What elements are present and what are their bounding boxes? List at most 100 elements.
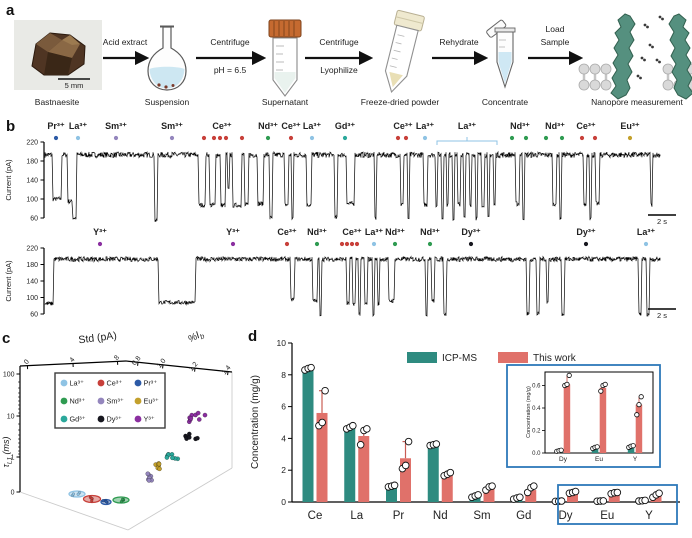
legend-box [54,372,166,429]
event-dot [265,135,271,141]
legend-label: Pr³⁺ [144,379,158,388]
inset-data-point [638,394,644,400]
legend-label: Gd³⁺ [70,415,86,424]
bar-ICP-MS-La [344,427,356,502]
tube-cap [268,19,302,38]
ion-label: Ce³⁺ [277,227,297,237]
step-label-bastnaesite: Bastnaesite [35,97,80,107]
bar-This work-Nd [441,474,453,502]
event-dot [97,241,103,247]
inset-data-point [636,402,642,408]
ion-label: La³⁺ [303,121,322,131]
cluster-Nd³⁺ [112,496,130,504]
event-dot [509,135,515,141]
scalebar-label: 2 s [657,217,667,226]
y-tick-label: 10 [277,338,287,348]
legend-dot [97,415,105,423]
cluster-Gd³⁺ [164,455,170,460]
ib-tick-label: 1.2 [188,361,200,373]
category-label-La: La [350,510,363,522]
y-tick-label: 140 [26,178,38,185]
flask-icon [147,25,187,91]
legend-dot [60,415,68,423]
event-dot [211,135,217,141]
ion-label: La³⁺ [637,227,656,237]
std-axis [19,360,127,367]
panel-b-traces: 220 180 140 100 60 Current (pA) Pr³⁺ La³⁺ Sm³⁺ Sm… [4,121,676,320]
ion-label: Ce³⁺ [212,121,232,131]
category-label-Ce: Ce [308,510,323,522]
ion-label: Nd³⁺ [258,121,278,131]
event-dot [427,241,433,247]
ion-label: Nd³⁺ [385,227,405,237]
ion-label: Nd³⁺ [307,227,327,237]
step-label-suspension: Suspension [145,97,190,107]
data-point [641,496,649,505]
inset-category-label-Eu: Eu [595,456,603,463]
inset-data-point [566,372,572,378]
inset-data-point [594,444,600,450]
inset-bar-This work-Eu [599,387,607,453]
ion-label: La³⁺ [365,227,384,237]
std-tick-label: 0 [23,358,31,366]
ion-label: Nd³⁺ [545,121,565,131]
y-tick-label: 100 [26,295,38,302]
legend-dot [97,397,105,405]
ion-label: La³⁺ [69,121,88,131]
data-point [516,493,524,501]
event-dot [53,135,59,141]
step-label-freeze-dried: Freeze-dried powder [361,97,440,107]
data-point [530,482,538,490]
event-dot [349,241,355,247]
y-tick-label: 2 [281,465,286,475]
ion-label: Ce³⁺ [281,121,301,131]
event-dot [339,241,345,247]
inset-data-point [564,381,570,387]
arrow-text: Centrifuge [319,37,358,47]
cluster-Y³⁺ [202,412,208,418]
inset-data-point [598,388,604,394]
ion-label: Eu³⁺ [620,121,639,131]
y-tick-label: 220 [26,246,38,253]
inset-bar-ICP-MS-Y [627,446,635,453]
cluster-Sm³⁺ [145,471,151,477]
step-label-nanopore: Nanopore measurement [591,97,683,107]
tilted-tube-icon [384,9,425,94]
bar-ICP-MS-Nd [427,444,439,502]
event-dot [403,135,409,141]
cluster-Y³⁺ [188,415,194,421]
bar-This work-La [358,436,370,502]
bar-This work-Gd [525,490,537,502]
inset-y-tick-label: 0.4 [532,406,541,412]
data-point [401,461,410,470]
ion-label: Nd³⁺ [420,227,440,237]
inset-y-tick-label: 0.2 [532,429,541,435]
bar-This work-Eu [608,492,620,502]
y-tick-label: 60 [30,216,38,223]
y-tick-label: 180 [26,262,38,269]
panel-a-workflow: 5 mm Bastnaesite Acid extract Suspension… [14,9,692,107]
y-tick-label: 60 [30,312,38,319]
bastnaesite-photo: 5 mm [14,20,102,90]
cluster-Dy³⁺ [186,435,192,440]
data-point [571,487,580,496]
cluster-Gd³⁺ [170,455,175,461]
event-dot [592,135,598,141]
ion-label: Pr³⁺ [47,121,65,131]
legend-dot [134,415,142,423]
ion-label: Sm³⁺ [105,121,127,131]
data-point [307,363,315,372]
inset-category-label-Dy: Dy [559,456,568,463]
event-dot [309,135,315,141]
data-point [404,437,413,446]
ib-axis [125,360,233,373]
category-label-Pr: Pr [393,510,405,522]
bar-This work-Sm [483,488,495,502]
supernatant-liquid [274,72,296,93]
inset-y-tick-label: 0.0 [532,451,541,457]
panel-label-d: d [248,328,258,345]
panel-label-b: b [6,118,16,135]
legend-label: La³⁺ [70,379,85,388]
std-tick-label: 4 [69,356,77,364]
inset-category-label-Y: Y [633,456,638,463]
